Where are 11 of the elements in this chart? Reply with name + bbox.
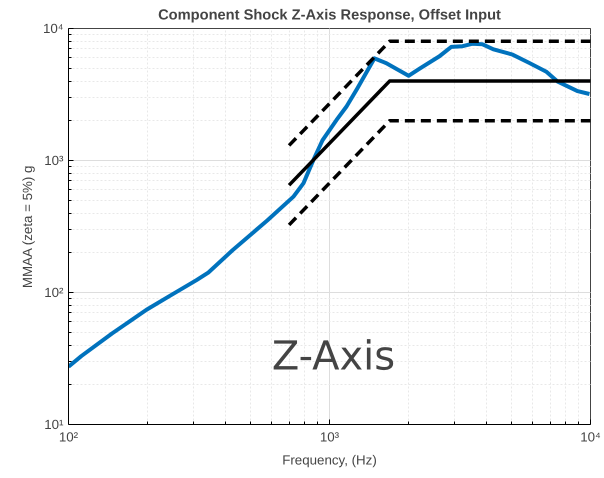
chart-title: Component Shock Z-Axis Response, Offset Input	[158, 8, 502, 24]
annotation: Z-Axis	[272, 334, 396, 380]
x-tick-label: 10⁴	[580, 430, 602, 444]
x-tick-label: 10²	[58, 430, 79, 444]
y-tick-label: 10⁴	[42, 21, 64, 36]
y-tick-label: 10²	[44, 285, 64, 300]
y-tick-label: 10¹	[44, 417, 64, 432]
y-axis-title: MMAA (zeta = 5%) g	[20, 166, 35, 288]
y-tick-label: 10³	[44, 153, 64, 168]
x-axis-title: Frequency, (Hz)	[282, 452, 377, 468]
x-tick-label: 10³	[320, 430, 340, 444]
